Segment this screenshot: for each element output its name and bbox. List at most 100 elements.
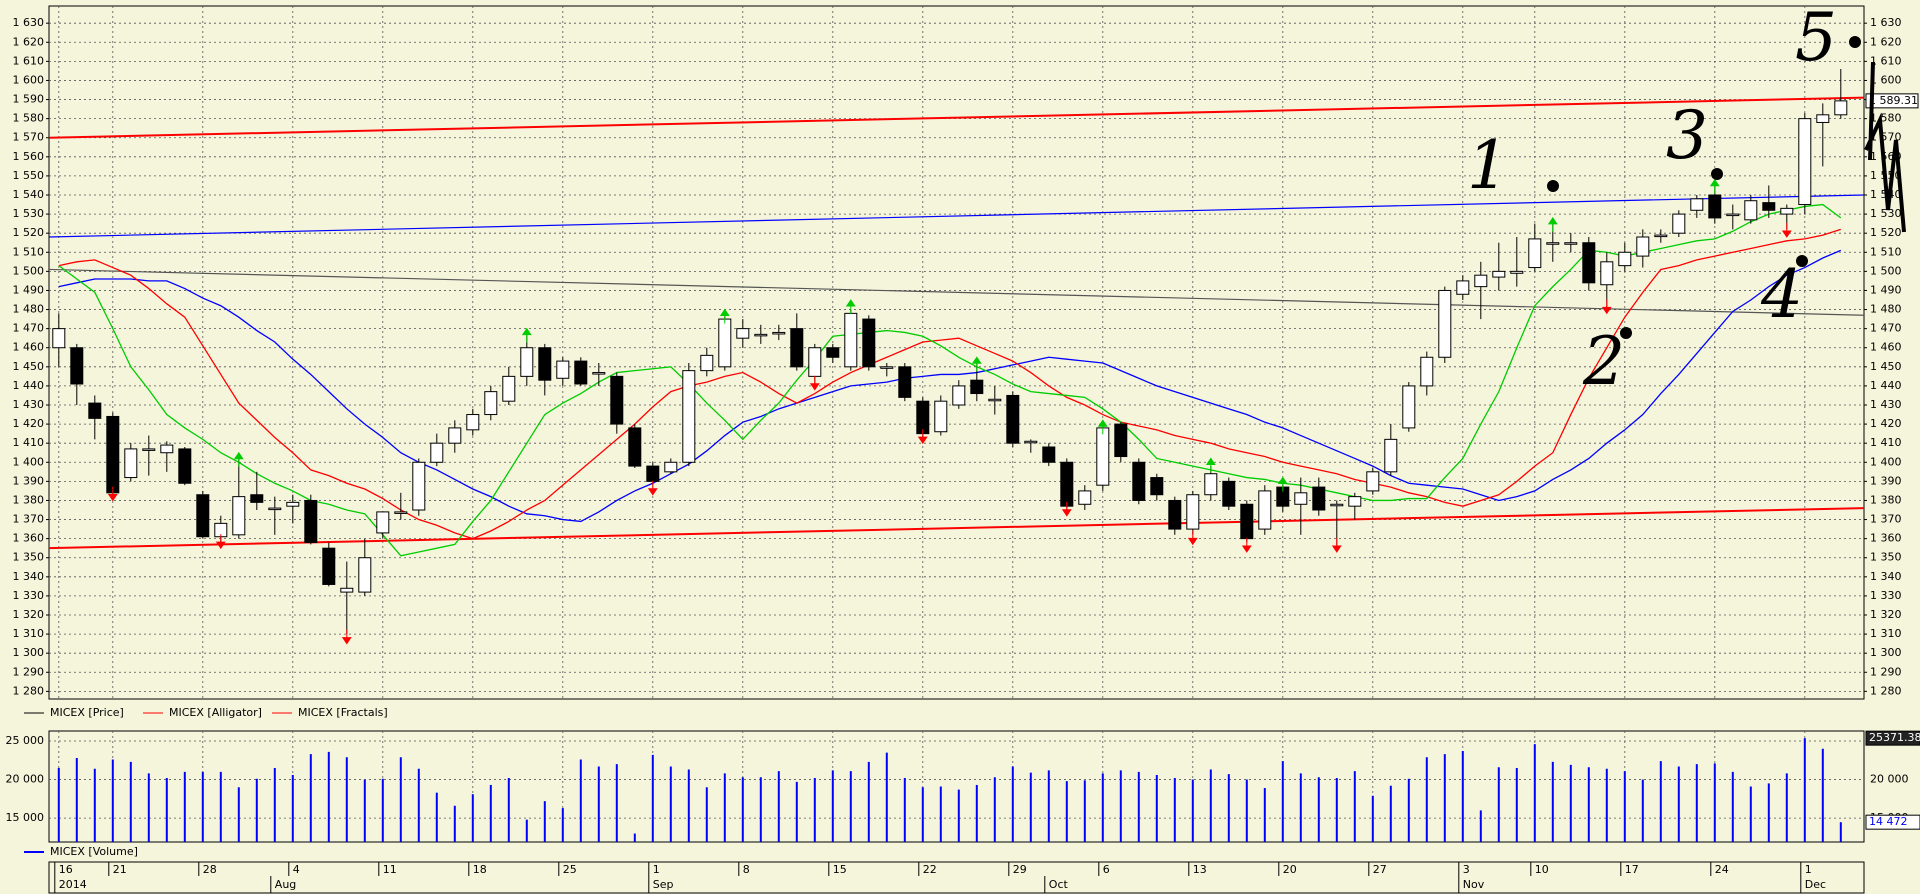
fractal-down [1187,530,1198,546]
candle-body [394,511,408,514]
month-label: Aug [275,878,296,891]
candle-body [1582,242,1596,284]
x-tick-label: 29 [1013,863,1027,876]
candle-body [1726,213,1740,217]
candle-body [1132,461,1146,501]
y-tick-label: 1 520 [13,226,45,239]
candle-body [340,587,354,593]
y-tick-label: 1 510 [1870,245,1902,258]
candle-body [1186,494,1200,530]
candle-body [1798,118,1812,206]
y-tick-label: 1 600 [13,73,45,86]
candle-body [430,442,444,463]
fractal-up [719,308,730,324]
price-panel [48,5,1865,700]
x-tick-label: 1 [653,863,660,876]
y-tick-label: 1 410 [13,436,45,449]
candle-body [1348,496,1362,507]
candle-body [628,427,642,467]
candle-body [1456,280,1470,295]
candle-body [1744,200,1758,221]
candle-body [1834,100,1848,116]
y-tick-label: 1 480 [1870,303,1902,316]
candle-body [1042,446,1056,463]
y-tick-label: 1 410 [1870,436,1902,449]
y-tick-label: 1 550 [13,169,45,182]
y-tick-label: 1 510 [13,245,45,258]
y-tick-label: 1 610 [1870,54,1902,67]
candle-body [1816,114,1830,123]
x-tick-label: 21 [113,863,127,876]
x-tick-label: 22 [923,863,937,876]
candle-body [1402,385,1416,429]
volume-label: 25371.38 [1869,731,1920,744]
candle-body [934,400,948,433]
y-tick-label: 1 610 [13,54,45,67]
x-tick-label: 6 [1103,863,1110,876]
candle-body [70,347,84,385]
y-tick-label: 1 450 [13,360,45,373]
y-tick-label: 1 450 [1870,360,1902,373]
x-tick-label: 24 [1715,863,1729,876]
y-tick-label: 1 500 [13,264,45,277]
fractal-down [1331,538,1342,553]
fractal-down [917,429,928,445]
candle-body [106,415,120,494]
candle-body [1618,251,1632,267]
y-tick-label: 1 370 [13,513,45,526]
candle-body [664,461,678,473]
annotation-dot [1849,36,1861,48]
annotation-dot [1620,327,1632,339]
y-tick-label: 1 310 [1870,627,1902,640]
hand-stroke [1864,61,1906,233]
x-tick-label: 20 [1283,863,1297,876]
y-tick-label: 1 350 [1870,551,1902,564]
x-tick-label: 13 [1193,863,1207,876]
y-tick-label: 1 630 [1870,16,1902,29]
annotation-dot [1547,180,1559,192]
candle-body [1096,427,1110,486]
fractal-down [341,629,352,645]
volume-panel [48,730,1865,843]
candle-body [736,328,750,339]
fractal-up [845,299,856,314]
candle-body [484,391,498,416]
y-tick-label: 1 280 [13,684,45,697]
fractal-up [971,356,982,372]
candle-body [1708,194,1722,219]
y-tick-label: 1 530 [1870,207,1902,220]
fractal-up [1547,217,1558,232]
y-tick-label: 1 330 [13,589,45,602]
candle-body [772,331,786,335]
x-tick-label: 15 [833,863,847,876]
candle-body [268,507,282,511]
y-tick-label: 1 340 [13,570,45,583]
x-tick-label: 27 [1373,863,1387,876]
alligator-teeth [58,228,1841,540]
y-tick-label: 1 440 [1870,379,1902,392]
candle-body [88,402,102,419]
candle-body [538,347,552,381]
fractal-up [233,451,244,467]
annotation: 2 [1582,323,1625,400]
annotation-dot [1711,168,1723,180]
candle-body [1384,438,1398,473]
y-tick-label: 1 570 [1870,131,1902,144]
y-tick-label: 1 500 [1870,264,1902,277]
candle-body [952,385,966,406]
trendline [48,96,1865,139]
y-tick-label: 1 490 [1870,283,1902,296]
y-tick-label: 1 320 [13,608,45,621]
fractal-down [1241,538,1252,553]
month-label: Nov [1463,878,1485,891]
y-tick-label: 1 470 [13,322,45,335]
candle-body [574,360,588,385]
candle-body [412,461,426,511]
y-tick-label: 1 580 [13,112,45,125]
candle-body [196,494,210,538]
annotation-dot [1796,255,1808,267]
y-tick-label: 1 400 [1870,455,1902,468]
y-tick-label: 1 300 [1870,646,1902,659]
